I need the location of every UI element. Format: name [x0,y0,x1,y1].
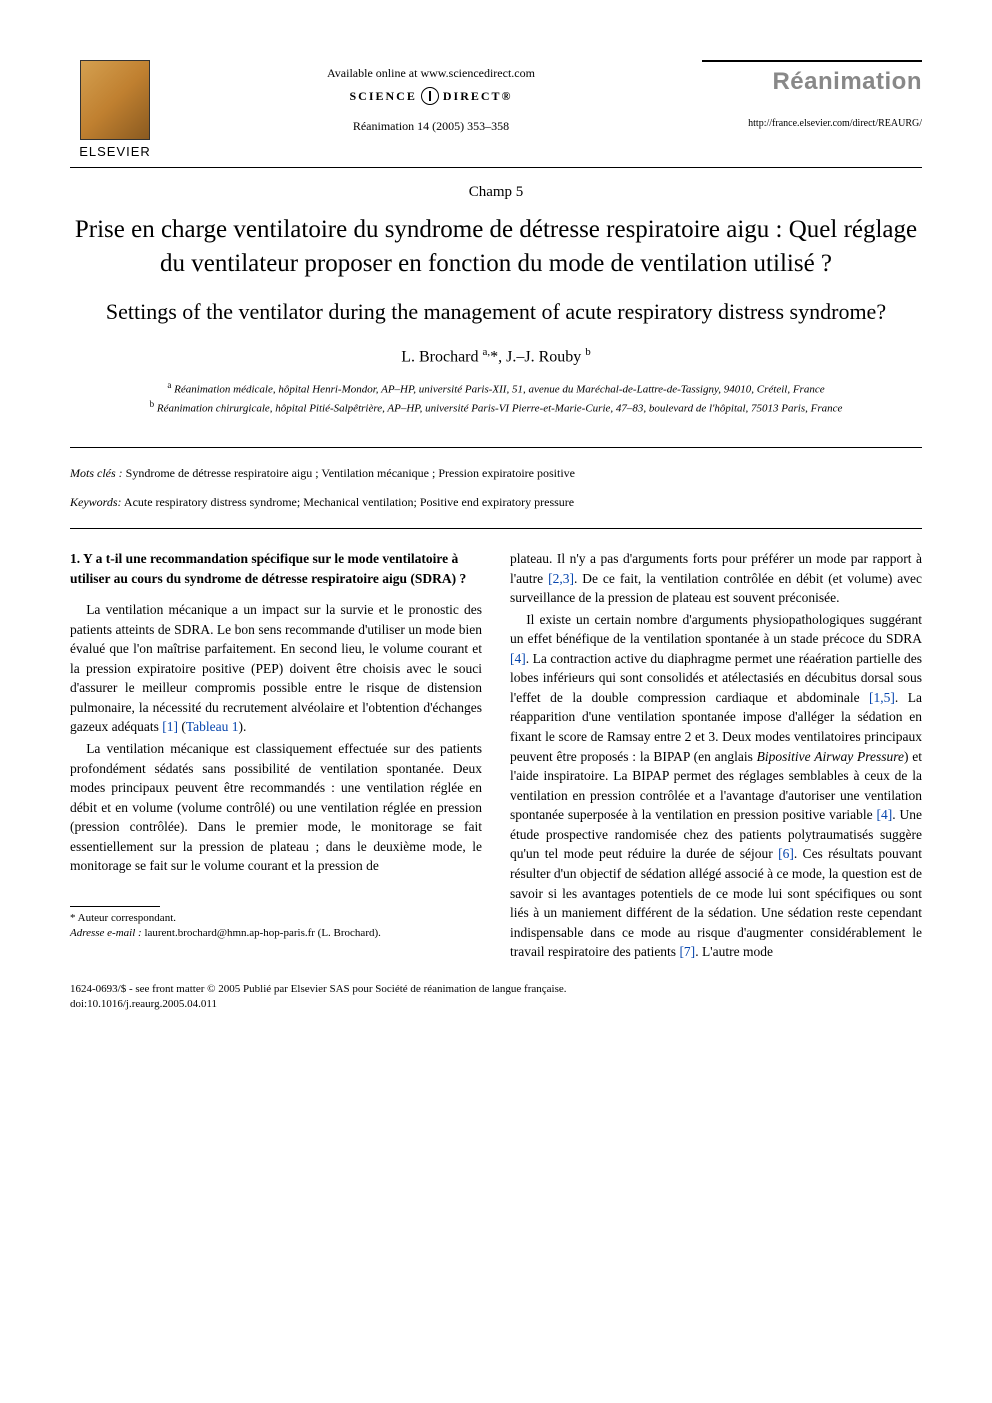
section-label: Champ 5 [70,184,922,201]
kw-fr-text: Syndrome de détresse respiratoire aigu ;… [126,466,575,480]
affiliation-b: Réanimation chirurgicale, hôpital Pitié-… [157,402,843,414]
article-title-en: Settings of the ventilator during the ma… [70,297,922,327]
keywords-top-rule [70,447,922,448]
elsevier-label: ELSEVIER [79,144,151,159]
elsevier-tree-logo [80,60,150,140]
available-online-text: Available online at www.sciencedirect.co… [160,66,702,81]
ref-link-7[interactable]: [7] [679,944,695,959]
journal-url: http://france.elsevier.com/direct/REAURG… [702,118,922,129]
keywords-bottom-rule [70,528,922,529]
ref-link-1-5[interactable]: [1,5] [869,690,895,705]
email-label: Adresse e-mail : [70,927,142,939]
header-row: ELSEVIER Available online at www.science… [70,60,922,159]
journal-top-rule [702,60,922,62]
body-columns: 1. Y a t-il une recommandation spécifiqu… [70,549,922,964]
left-para-1: La ventilation mécanique a un impact sur… [70,600,482,737]
sd-right: DIRECT® [443,89,513,104]
sd-left: SCIENCE [350,89,417,104]
ref-link-4b[interactable]: [4] [876,807,892,822]
article-title-fr: Prise en charge ventilatoire du syndrome… [70,213,922,281]
right-para-2: Il existe un certain nombre d'arguments … [510,610,922,962]
affiliation-a: Réanimation médicale, hôpital Henri-Mond… [174,383,824,395]
sd-compass-icon [421,87,439,105]
left-column: 1. Y a t-il une recommandation spécifiqu… [70,549,482,964]
keywords-en: Keywords: Acute respiratory distress syn… [70,493,922,512]
footnote-block: * Auteur correspondant. Adresse e-mail :… [70,911,482,942]
doi-line: doi:10.1016/j.reaurg.2005.04.011 [70,997,922,1012]
journal-block: Réanimation http://france.elsevier.com/d… [702,60,922,129]
left-para-2: La ventilation mécanique est classiqueme… [70,739,482,876]
copyright-block: 1624-0693/$ - see front matter © 2005 Pu… [70,982,922,1013]
center-header: Available online at www.sciencedirect.co… [160,60,702,134]
copyright-line-1: 1624-0693/$ - see front matter © 2005 Pu… [70,982,922,997]
keywords-fr: Mots clés : Syndrome de détresse respira… [70,464,922,483]
bipap-term: Bipositive Airway Pressure [757,749,904,764]
ref-link-6[interactable]: [6] [778,846,794,861]
kw-en-text: Acute respiratory distress syndrome; Mec… [124,495,574,509]
kw-fr-label: Mots clés : [70,466,123,480]
right-column: plateau. Il n'y a pas d'arguments forts … [510,549,922,964]
elsevier-block: ELSEVIER [70,60,160,159]
affiliations: a Réanimation médicale, hôpital Henri-Mo… [70,379,922,417]
citation-line: Réanimation 14 (2005) 353–358 [160,119,702,134]
table-link-1[interactable]: Tableau 1 [186,719,239,734]
header-rule [70,167,922,168]
ref-link-1[interactable]: [1] [162,719,178,734]
science-direct-logo: SCIENCE DIRECT® [350,87,513,105]
email-line: Adresse e-mail : laurent.brochard@hmn.ap… [70,926,482,941]
corresponding-author: * Auteur correspondant. [70,911,482,926]
journal-name: Réanimation [702,68,922,96]
section-1-heading: 1. Y a t-il une recommandation spécifiqu… [70,549,482,588]
keywords-block: Mots clés : Syndrome de détresse respira… [70,464,922,512]
ref-link-4a[interactable]: [4] [510,651,526,666]
email-address: laurent.brochard@hmn.ap-hop-paris.fr (L.… [144,927,380,939]
footnote-separator [70,906,160,907]
ref-link-2-3[interactable]: [2,3] [548,571,574,586]
kw-en-label: Keywords: [70,495,122,509]
right-para-1: plateau. Il n'y a pas d'arguments forts … [510,549,922,608]
authors-line: L. Brochard a,*, J.–J. Rouby b [70,346,922,366]
